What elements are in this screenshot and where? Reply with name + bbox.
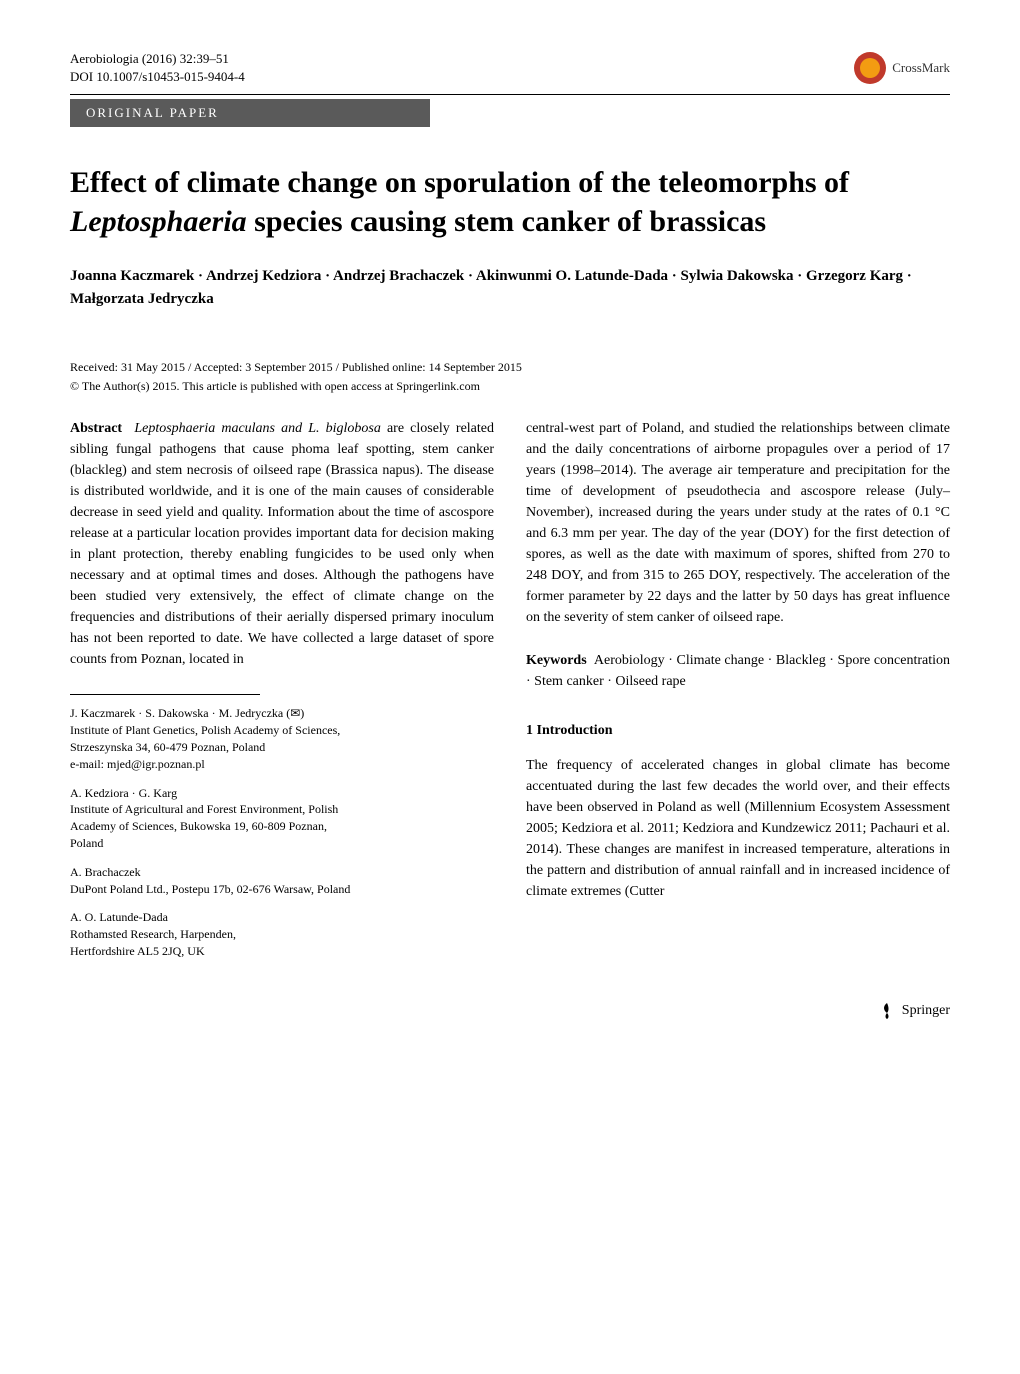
affiliation-block: J. Kaczmarek · S. Dakowska · M. Jedryczk… (70, 705, 494, 772)
crossmark-icon (852, 50, 888, 86)
affil-line: DuPont Poland Ltd., Postepu 17b, 02-676 … (70, 881, 494, 898)
keywords-block: Keywords Aerobiology · Climate change · … (526, 650, 950, 692)
intro-paragraph: The frequency of accelerated changes in … (526, 755, 950, 902)
paper-type-bar: ORIGINAL PAPER (70, 99, 430, 127)
abstract-paragraph: Abstract Leptosphaeria maculans and L. b… (70, 418, 494, 670)
left-column: Abstract Leptosphaeria maculans and L. b… (70, 418, 494, 971)
affil-authors: A. O. Latunde-Dada (70, 909, 494, 926)
title-part1: Effect of climate change on sporulation … (70, 166, 849, 199)
affiliation-block: A. O. Latunde-Dada Rothamsted Research, … (70, 909, 494, 959)
affil-line: Institute of Agricultural and Forest Env… (70, 801, 494, 818)
affil-authors: J. Kaczmarek · S. Dakowska · M. Jedryczk… (70, 705, 494, 722)
keywords-text: Aerobiology · Climate change · Blackleg … (526, 653, 950, 689)
affil-line: Strzeszynska 34, 60-479 Poznan, Poland (70, 739, 494, 756)
top-divider (70, 94, 950, 95)
right-column: central-west part of Poland, and studied… (526, 418, 950, 971)
affil-line: Poland (70, 835, 494, 852)
dates-line: Received: 31 May 2015 / Accepted: 3 Sept… (70, 360, 950, 375)
affil-line: Academy of Sciences, Bukowska 19, 60-809… (70, 818, 494, 835)
publisher-logo: Springer (878, 1002, 950, 1020)
springer-icon (878, 1002, 896, 1020)
crossmark-label: CrossMark (892, 60, 950, 76)
title-part2: species causing stem canker of brassicas (247, 205, 766, 238)
paper-title: Effect of climate change on sporulation … (70, 163, 950, 241)
affil-line: Rothamsted Research, Harpenden, (70, 926, 494, 943)
publisher-name: Springer (902, 1003, 950, 1019)
abstract-text-left: are closely related sibling fungal patho… (70, 421, 494, 667)
footer: Springer (70, 1002, 950, 1025)
author-list: Joanna Kaczmarek · Andrzej Kedziora · An… (70, 265, 950, 310)
affil-authors: A. Kedziora · G. Karg (70, 785, 494, 802)
affil-authors: A. Brachaczek (70, 864, 494, 881)
abstract-text-right: central-west part of Poland, and studied… (526, 418, 950, 628)
doi: DOI 10.1007/s10453-015-9404-4 (70, 68, 245, 86)
keywords-label: Keywords (526, 653, 587, 668)
title-italic: Leptosphaeria (70, 205, 247, 238)
affiliation-divider (70, 694, 260, 695)
journal-citation: Aerobiologia (2016) 32:39–51 (70, 50, 245, 68)
affiliation-block: A. Brachaczek DuPont Poland Ltd., Postep… (70, 864, 494, 898)
journal-info: Aerobiologia (2016) 32:39–51 DOI 10.1007… (70, 50, 245, 86)
copyright-line: © The Author(s) 2015. This article is pu… (70, 379, 950, 394)
abstract-label: Abstract (70, 421, 122, 436)
affiliation-block: A. Kedziora · G. Karg Institute of Agric… (70, 785, 494, 852)
abstract-species: Leptosphaeria maculans and L. biglobosa (134, 421, 381, 436)
crossmark-badge[interactable]: CrossMark (852, 50, 950, 86)
header-row: Aerobiologia (2016) 32:39–51 DOI 10.1007… (70, 50, 950, 86)
affiliations: J. Kaczmarek · S. Dakowska · M. Jedryczk… (70, 705, 494, 959)
affil-line: Institute of Plant Genetics, Polish Acad… (70, 722, 494, 739)
section-heading: 1 Introduction (526, 720, 950, 741)
affil-line: Hertfordshire AL5 2JQ, UK (70, 943, 494, 960)
two-column-body: Abstract Leptosphaeria maculans and L. b… (70, 418, 950, 971)
affil-line: e-mail: mjed@igr.poznan.pl (70, 756, 494, 773)
